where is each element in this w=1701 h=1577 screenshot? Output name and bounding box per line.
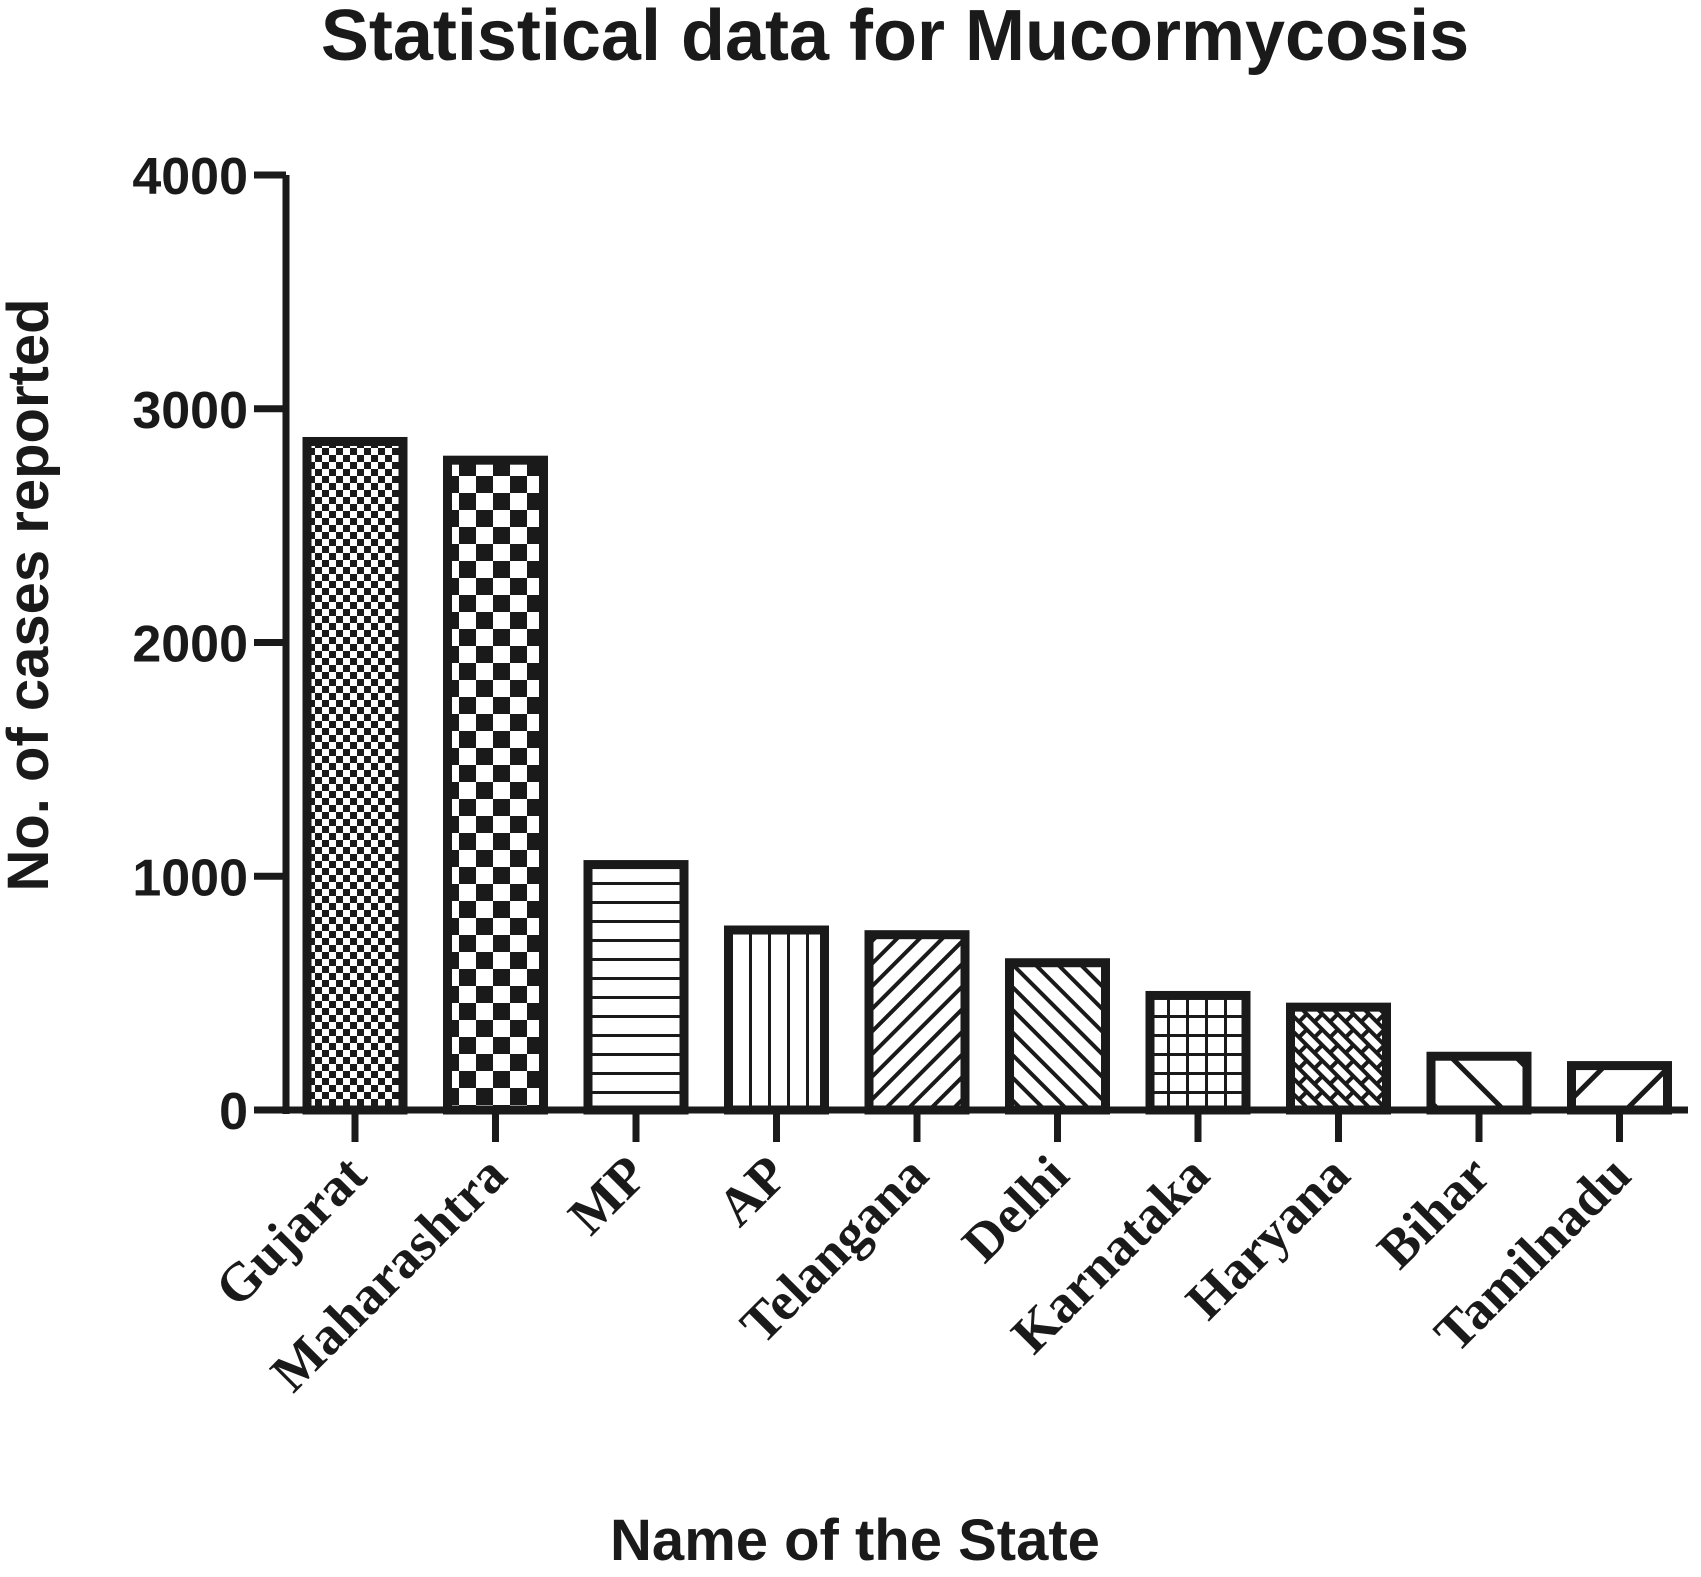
x-tick-label-mp: MP xyxy=(557,1144,659,1246)
x-axis-title: Name of the State xyxy=(610,1508,1100,1573)
y-tick-label: 2000 xyxy=(132,616,248,674)
x-tick-label-delhi: Delhi xyxy=(951,1144,1080,1273)
bar-telangana xyxy=(864,930,970,1115)
bar-ap xyxy=(724,925,829,1115)
bars-group xyxy=(302,436,1672,1115)
y-tick-label: 1000 xyxy=(132,849,248,907)
bar-delhi xyxy=(1005,958,1110,1115)
y-tick-label: 3000 xyxy=(132,382,248,440)
bar-maharashtra xyxy=(443,455,548,1115)
bar-haryana xyxy=(1286,1002,1391,1115)
x-tick-label-ap: AP xyxy=(706,1144,799,1237)
bar-tamilnadu xyxy=(1567,1061,1672,1115)
y-axis-title: No. of cases reported xyxy=(0,298,61,891)
x-tick-label-bihar: Bihar xyxy=(1366,1144,1502,1280)
bar-bihar xyxy=(1426,1051,1532,1115)
y-tick-label: 0 xyxy=(219,1083,248,1141)
bar-karnataka xyxy=(1145,990,1251,1115)
y-tick-label: 4000 xyxy=(132,148,248,206)
bar-mp xyxy=(583,860,689,1115)
bar-gujarat xyxy=(302,436,408,1115)
y-ticks-group: 0 1000 2000 3000 4000 xyxy=(132,148,286,1141)
chart-title: Statistical data for Mucormycosis xyxy=(321,0,1469,76)
